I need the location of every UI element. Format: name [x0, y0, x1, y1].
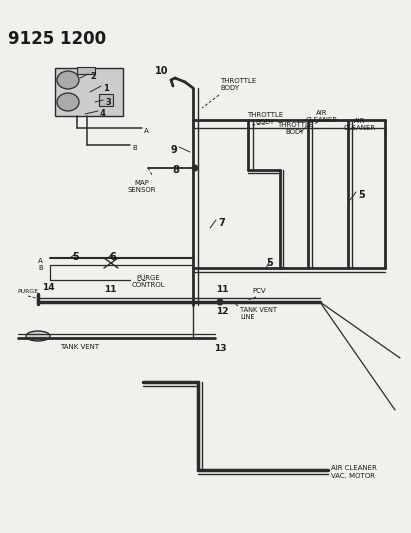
Text: THROTTLE
BODY: THROTTLE BODY [220, 78, 256, 91]
Text: 9: 9 [170, 145, 177, 155]
Text: TANK VENT
LINE: TANK VENT LINE [240, 307, 277, 320]
Ellipse shape [57, 71, 79, 89]
Text: MAP
SENSOR: MAP SENSOR [128, 180, 156, 193]
Ellipse shape [57, 93, 79, 111]
Text: 5: 5 [73, 252, 79, 262]
Text: 2: 2 [90, 72, 96, 81]
Text: B: B [38, 265, 43, 271]
Text: TANK VENT: TANK VENT [60, 344, 99, 350]
Text: A: A [38, 258, 43, 264]
Text: 9125 1200: 9125 1200 [8, 30, 106, 48]
Text: 10: 10 [155, 66, 168, 76]
Text: A: A [144, 128, 149, 134]
Text: 11: 11 [216, 285, 228, 294]
Text: 14: 14 [42, 283, 55, 292]
Text: 5: 5 [358, 190, 365, 200]
Text: 8: 8 [172, 165, 179, 175]
Text: 6: 6 [110, 252, 116, 262]
Text: AIR
CLEANER: AIR CLEANER [306, 110, 338, 123]
Text: 4: 4 [100, 109, 106, 118]
Text: 12: 12 [216, 307, 228, 316]
FancyBboxPatch shape [77, 67, 95, 74]
FancyBboxPatch shape [99, 94, 113, 106]
Text: 3: 3 [105, 98, 111, 107]
Text: 11: 11 [104, 285, 116, 294]
Ellipse shape [217, 298, 224, 305]
Text: 1: 1 [103, 84, 109, 93]
Text: PCV: PCV [252, 288, 266, 294]
Text: 7: 7 [218, 218, 225, 228]
Ellipse shape [26, 331, 50, 341]
Text: 5: 5 [267, 258, 273, 268]
Ellipse shape [192, 165, 199, 172]
FancyBboxPatch shape [55, 68, 123, 116]
Text: PURGE: PURGE [17, 289, 39, 294]
Text: THROTTLE
BODY: THROTTLE BODY [277, 122, 313, 135]
Text: THROTTLE
BODY: THROTTLE BODY [247, 112, 283, 125]
Text: PURGE
CONTROL: PURGE CONTROL [131, 275, 165, 288]
Text: AIR
CLEANER: AIR CLEANER [344, 118, 376, 131]
Text: AIR CLEANER
VAC. MOTOR: AIR CLEANER VAC. MOTOR [331, 465, 377, 479]
Text: B: B [132, 145, 137, 151]
Text: 13: 13 [214, 344, 226, 353]
